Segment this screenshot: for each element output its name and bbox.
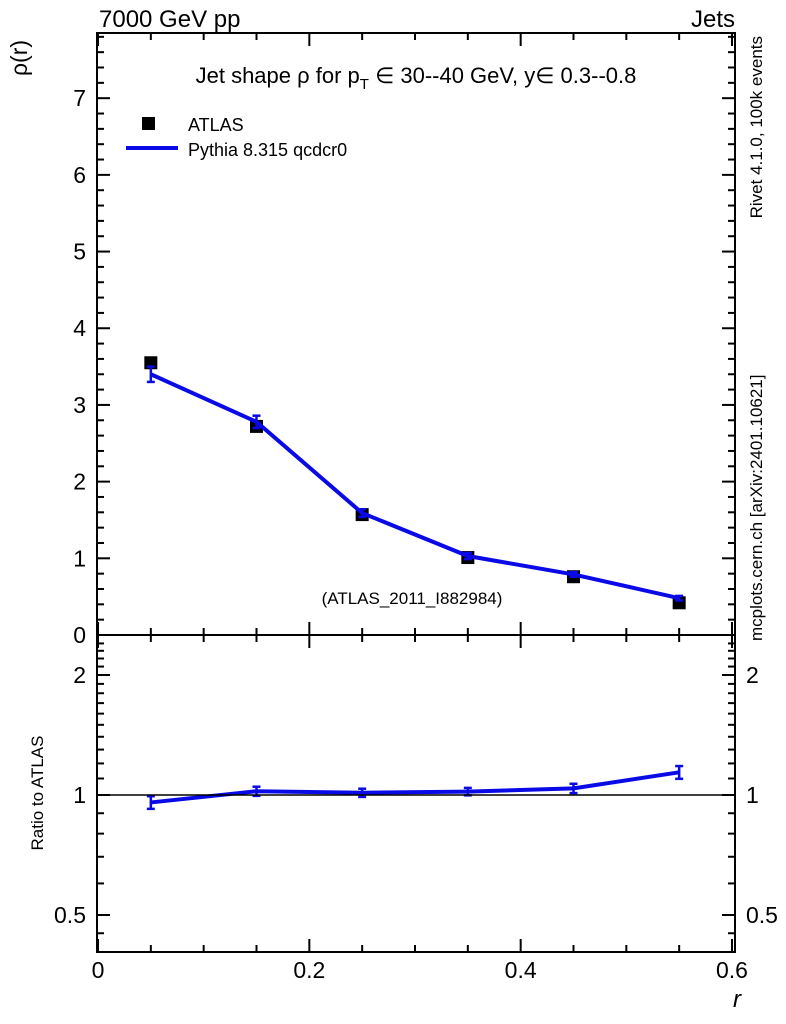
collection-label: Jets bbox=[691, 6, 735, 33]
legend-atlas-label: ATLAS bbox=[188, 115, 244, 135]
plot-title-part1: Jet shape ρ for p bbox=[196, 63, 360, 88]
beam-energy-label: 7000 GeV pp bbox=[99, 6, 240, 33]
tick-label: 0 bbox=[73, 622, 86, 648]
main-y-axis-title: ρ(r) bbox=[6, 40, 32, 76]
mc-prediction-line bbox=[150, 372, 680, 601]
tick-label: 2 bbox=[746, 662, 759, 688]
tick-label: 0.5 bbox=[54, 902, 86, 928]
mcplots-arxiv-note: mcplots.cern.ch [arXiv:2401.10621] bbox=[747, 375, 766, 641]
tick-label: 0.6 bbox=[716, 957, 748, 983]
plot-title-subscript: T bbox=[360, 76, 369, 93]
x-axis-title: r bbox=[733, 986, 742, 1013]
tick-label: 7 bbox=[73, 85, 86, 111]
axis-ticks bbox=[97, 33, 735, 952]
main-panel-data bbox=[144, 356, 686, 610]
mc-ratio-line bbox=[150, 770, 680, 805]
ratio-panel-data bbox=[146, 764, 684, 811]
ratio-panel-frame bbox=[96, 634, 736, 953]
tick-label: 0.4 bbox=[505, 957, 537, 983]
rivet-version-note: Rivet 4.1.0, 100k events bbox=[747, 36, 766, 218]
axis-tick-labels: 0 1 2 3 4 5 6 7 0 0.2 0.4 0.6 0.5 0.5 1 1 2 2 bbox=[54, 85, 778, 983]
tick-label: 0.2 bbox=[293, 957, 325, 983]
tick-label: 1 bbox=[746, 782, 759, 808]
tick-label: 3 bbox=[73, 392, 86, 418]
legend-mc-label: Pythia 8.315 qcdcr0 bbox=[188, 140, 347, 160]
tick-label: 2 bbox=[73, 662, 86, 688]
tick-label: 6 bbox=[73, 162, 86, 188]
ratio-y-axis-title: Ratio to ATLAS bbox=[28, 736, 47, 851]
legend: ATLAS Pythia 8.315 qcdcr0 bbox=[126, 115, 347, 160]
tick-label: 4 bbox=[73, 315, 86, 341]
plot-title: Jet shape ρ for pT ∈ 30--40 GeV, y∈ 0.3-… bbox=[196, 63, 637, 93]
tick-label: 2 bbox=[73, 469, 86, 495]
tick-label: 1 bbox=[73, 545, 86, 571]
tick-label: 0 bbox=[92, 957, 105, 983]
tick-label: 1 bbox=[73, 782, 86, 808]
analysis-watermark: (ATLAS_2011_I882984) bbox=[322, 589, 503, 608]
legend-atlas-marker-icon bbox=[142, 117, 155, 130]
plot-title-part2: ∈ 30--40 GeV, y∈ 0.3--0.8 bbox=[369, 63, 636, 88]
tick-label: 5 bbox=[73, 239, 86, 265]
tick-label: 0.5 bbox=[746, 902, 778, 928]
